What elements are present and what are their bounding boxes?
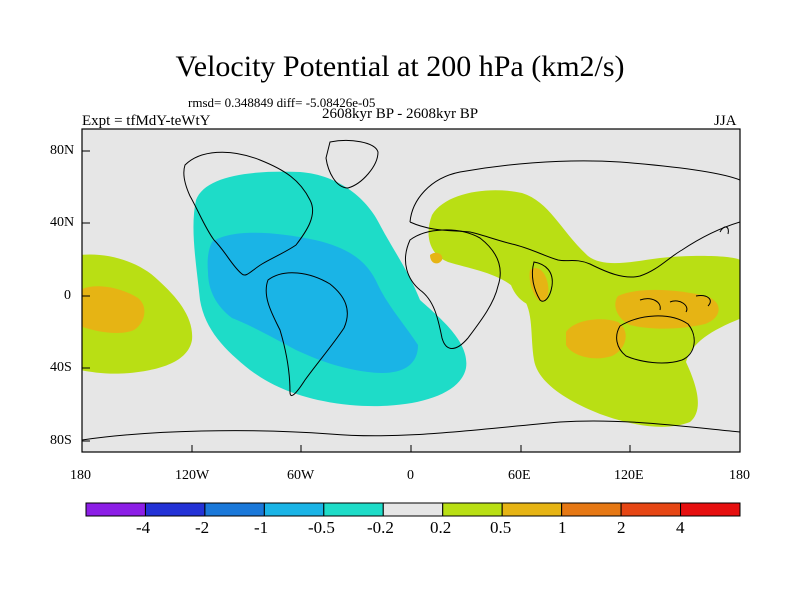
positive-contour-pacific-inner [82,286,145,333]
lon-label-180e: 180 [729,468,750,483]
positive-contour-indian-ocean [566,319,626,359]
colorbar-label-8: 1 [558,518,567,537]
colorbar-segment-11 [680,502,741,517]
lat-label-40n: 40N [50,215,75,230]
colorbar-segment-9 [561,502,622,517]
lat-label-40s: 40S [50,360,72,375]
lon-label-120e: 120E [614,468,644,483]
lat-label-80s: 80S [50,433,72,448]
colorbar-segment-10 [620,502,682,517]
colorbar-label-5: -0.2 [367,518,394,537]
colorbar-segment-4 [263,502,325,517]
season-label: JJA [714,113,737,129]
experiment-label: Expt = tfMdY-teWtY [82,113,211,129]
lon-ticks [191,445,631,452]
negative-contour-inner [207,232,418,373]
colorbar-label-7: 0.5 [490,518,512,537]
colorbar-label-10: 4 [676,518,685,537]
lat-label-0: 0 [64,288,71,303]
colorbar-label-9: 2 [617,518,626,537]
colorbar-label-3: -1 [254,518,269,537]
lon-label-120w: 120W [175,468,210,483]
positive-contour-east [428,190,740,427]
colorbar-label-4: -0.5 [308,518,335,537]
colorbar-segment-5 [323,502,384,517]
colorbar-segment-7 [442,502,503,517]
colorbar-segment-3 [204,502,265,517]
colorbar-segment-8 [501,502,563,517]
plot-title: Velocity Potential at 200 hPa (km2/s) [175,50,625,83]
colorbar-segment-6 [382,502,444,517]
colorbar [85,502,741,517]
lat-ticks [82,150,90,442]
period-label: 2608kyr BP - 2608kyr BP [322,106,479,122]
colorbar-label-6: 0.2 [430,518,452,537]
positive-contour-india [529,267,549,302]
lon-label-180w: 180 [70,468,91,483]
lon-label-60e: 60E [508,468,531,483]
positive-contour-nafrica [430,252,443,264]
colorbar-label-1: -4 [136,518,151,537]
contour-field [82,129,740,452]
coastlines [82,139,740,441]
rmsd-stats: rmsd= 0.348849 diff= -5.08426e-05 [188,95,376,110]
lon-label-0: 0 [407,468,414,483]
colorbar-segment-1 [85,502,146,517]
lon-label-60w: 60W [287,468,315,483]
colorbar-segment-2 [144,502,206,517]
colorbar-label-2: -2 [195,518,210,537]
lat-label-80n: 80N [50,143,75,158]
